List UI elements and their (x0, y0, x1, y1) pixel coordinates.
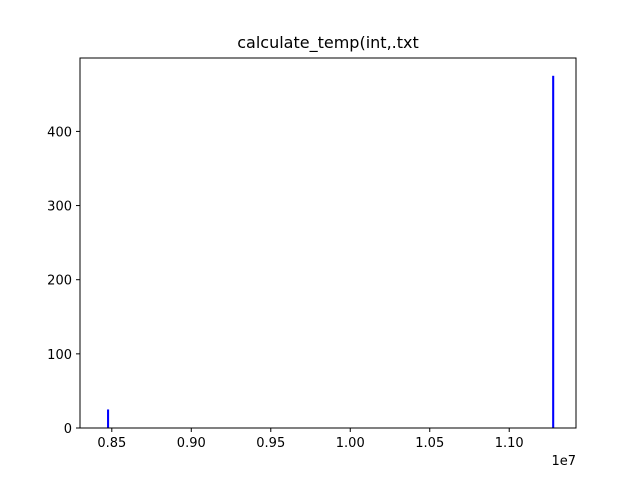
y-tick-label-1: 100 (47, 348, 72, 363)
x-tick-label-2: 0.95 (256, 436, 285, 451)
bar-0 (107, 409, 110, 428)
x-tick-label-0: 0.85 (97, 436, 126, 451)
bar-1 (552, 75, 555, 429)
y-tick-label-2: 200 (47, 274, 72, 289)
axes-frame (79, 57, 577, 429)
y-tick-label-3: 300 (47, 200, 72, 215)
x-tick-label-4: 1.05 (415, 436, 444, 451)
x-tick-label-5: 1.10 (495, 436, 524, 451)
x-tick-label-3: 1.00 (336, 436, 365, 451)
x-offset-label: 1e7 (551, 454, 576, 469)
plot-area: 0.85 0.90 0.95 1.00 1.05 1.10 0 100 200 300 400 (47, 75, 555, 451)
y-tick-label-4: 400 (47, 125, 72, 140)
y-tick-label-0: 0 (64, 422, 72, 437)
chart-title: calculate_temp(int,.txt (237, 33, 419, 53)
x-tick-label-1: 0.90 (177, 436, 206, 451)
